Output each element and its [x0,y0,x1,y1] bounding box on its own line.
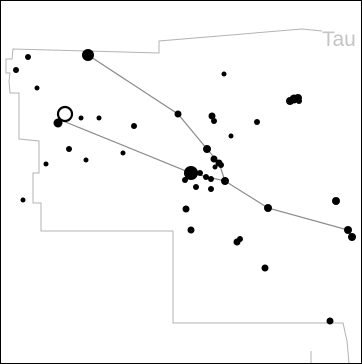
star [20,197,26,203]
star [221,71,227,77]
star [254,119,260,125]
star [182,205,190,213]
star [13,67,19,73]
star [131,123,137,129]
star [187,226,195,234]
star [193,184,199,190]
star [66,146,72,152]
star [221,177,229,185]
constellation-boundary [5,28,350,363]
star [212,164,218,170]
neighbor-constellation-label: Tau [322,28,356,51]
star [25,54,31,60]
star-field [13,49,356,325]
star [83,157,89,163]
star [326,317,334,325]
star [82,49,94,61]
star [264,204,272,212]
star [348,233,356,241]
star [197,170,203,176]
star [332,197,340,205]
star [208,186,214,192]
star [203,174,209,180]
star [174,110,182,118]
star [296,98,302,104]
open-circle-marker [56,105,74,123]
star [208,112,216,120]
star [210,155,218,163]
star [344,226,352,234]
star [184,166,198,180]
star [43,161,49,167]
star [203,145,211,153]
star [53,118,63,128]
star [228,133,234,139]
star [78,115,84,121]
star [120,150,126,156]
star [34,85,40,91]
star [208,176,214,182]
star [233,238,241,246]
star [182,177,188,183]
star [96,115,102,121]
star [261,264,269,272]
star [218,162,224,168]
star [211,118,217,124]
